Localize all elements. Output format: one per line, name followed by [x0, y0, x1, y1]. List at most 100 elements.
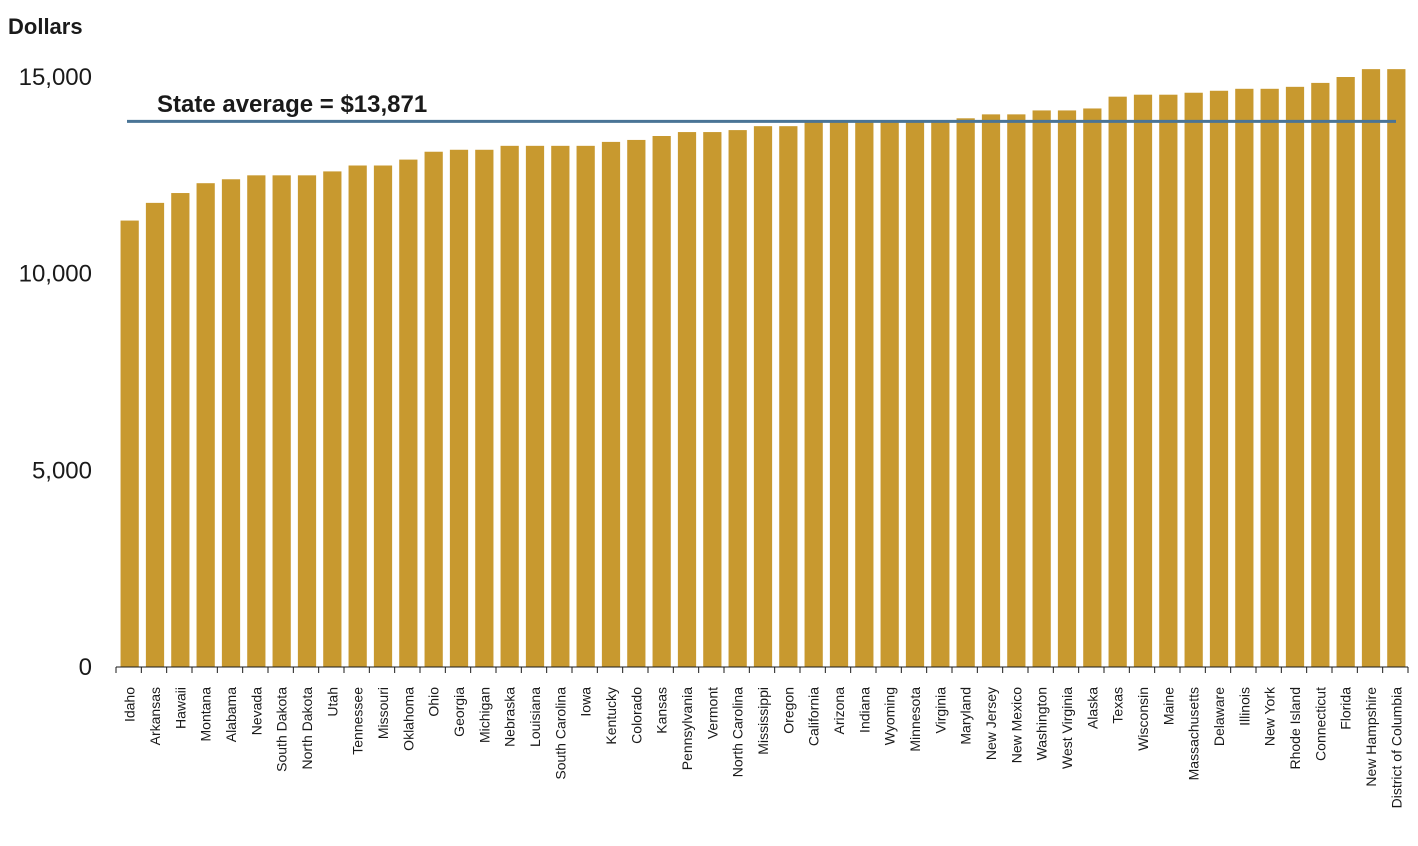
- x-tick-label: Michigan: [476, 687, 492, 743]
- x-tick-label: Arizona: [831, 687, 847, 735]
- bar: [703, 132, 722, 668]
- bar: [1361, 69, 1381, 668]
- x-tick-label: Colorado: [628, 687, 644, 744]
- x-tick-label: Idaho: [122, 687, 138, 722]
- x-tick-label: South Dakota: [274, 687, 290, 772]
- x-tick-label: Iowa: [578, 687, 594, 717]
- x-tick-label: Louisiana: [527, 687, 543, 747]
- x-tick-label: Tennessee: [350, 687, 366, 755]
- y-tick-label: 5,000: [32, 457, 92, 484]
- x-tick-label: Oregon: [780, 687, 796, 734]
- x-axis-ticks: Idaho Arkansas Hawaii Montana Alabama Nevada S…: [115, 667, 1409, 809]
- bar: [1209, 90, 1229, 668]
- bars: [120, 69, 1406, 668]
- x-tick-label: Florida: [1338, 687, 1354, 730]
- x-tick-label: Wisconsin: [1135, 687, 1151, 751]
- bar: [1133, 94, 1153, 667]
- x-tick-label: Illinois: [1236, 687, 1252, 726]
- bar: [1387, 69, 1406, 668]
- bar: [931, 120, 950, 668]
- bar: [601, 141, 621, 667]
- x-tick-label: New Jersey: [983, 687, 999, 760]
- x-tick-label: Indiana: [856, 687, 872, 733]
- bar: [981, 114, 1001, 667]
- x-tick-label: Georgia: [451, 687, 467, 737]
- bar: [272, 175, 291, 668]
- x-tick-label: Virginia: [932, 687, 948, 734]
- bar: [449, 149, 469, 667]
- x-tick-label: Wyoming: [882, 687, 898, 745]
- x-tick-label: Missouri: [375, 687, 391, 739]
- y-tick-label: 0: [79, 654, 92, 681]
- bar: [652, 136, 671, 667]
- x-tick-label: Kentucky: [603, 687, 619, 745]
- y-tick-label: 10,000: [19, 261, 92, 288]
- bar: [1032, 110, 1051, 667]
- bar: [829, 122, 849, 667]
- bar: [1108, 96, 1127, 667]
- x-tick-label: New York: [1262, 686, 1278, 746]
- bar: [728, 130, 747, 668]
- x-tick-label: Kansas: [654, 687, 670, 734]
- bar: [1285, 86, 1305, 668]
- bar: [677, 132, 697, 668]
- x-tick-label: New Mexico: [1008, 687, 1024, 763]
- bar: [956, 118, 975, 668]
- bar: [221, 179, 241, 667]
- bar: [753, 126, 773, 667]
- x-tick-label: West Virginia: [1059, 687, 1075, 769]
- bar: [171, 193, 190, 668]
- x-tick-label: Washington: [1034, 687, 1050, 760]
- bar: [551, 145, 570, 668]
- bar: [399, 159, 418, 667]
- bar: [576, 145, 595, 668]
- bar: [348, 165, 367, 667]
- x-tick-label: Connecticut: [1312, 687, 1328, 761]
- x-tick-label: Massachusetts: [1186, 687, 1202, 780]
- x-tick-label: New Hampshire: [1363, 687, 1379, 787]
- bar: [880, 120, 899, 668]
- x-tick-label: Minnesota: [907, 687, 923, 752]
- bar: [196, 183, 215, 667]
- x-tick-label: Hawaii: [172, 687, 188, 729]
- state-average-label: State average = $13,871: [157, 91, 427, 118]
- x-tick-label: Rhode Island: [1287, 687, 1303, 770]
- bar: [247, 175, 266, 668]
- bar: [1260, 88, 1279, 668]
- x-tick-label: Delaware: [1211, 687, 1227, 746]
- bar: [855, 120, 874, 668]
- bar: [1311, 82, 1330, 667]
- y-axis-label: Dollars: [8, 14, 83, 39]
- y-axis-ticks: 0 5,000 10,000 15,000: [19, 64, 92, 681]
- bar: [1235, 88, 1254, 668]
- x-tick-label: Maryland: [958, 687, 974, 745]
- x-tick-label: Alaska: [1084, 687, 1100, 729]
- bar: [1057, 110, 1077, 667]
- x-tick-label: North Carolina: [730, 687, 746, 777]
- bar: [1336, 77, 1355, 667]
- x-tick-label: Texas: [1110, 687, 1126, 724]
- x-tick-label: Nevada: [248, 687, 264, 735]
- bar: [500, 145, 519, 668]
- bar: [323, 171, 342, 667]
- bar: [120, 220, 139, 668]
- bar: [1184, 92, 1203, 667]
- bar: [525, 145, 545, 668]
- bar: [475, 149, 494, 667]
- x-tick-label: Mississippi: [755, 687, 771, 755]
- bar: [779, 126, 798, 667]
- x-tick-label: Ohio: [426, 687, 442, 717]
- x-tick-label: Oklahoma: [400, 687, 416, 751]
- bar: [905, 120, 925, 668]
- x-tick-label: California: [806, 687, 822, 746]
- x-tick-label: Nebraska: [502, 687, 518, 747]
- x-tick-label: South Carolina: [552, 687, 568, 780]
- bar: [804, 122, 823, 667]
- bar: [373, 165, 393, 667]
- x-tick-label: North Dakota: [299, 687, 315, 770]
- x-tick-label: Maine: [1160, 687, 1176, 725]
- bar: [424, 151, 443, 667]
- x-tick-label: Utah: [324, 687, 340, 717]
- x-tick-label: District of Columbia: [1388, 687, 1404, 809]
